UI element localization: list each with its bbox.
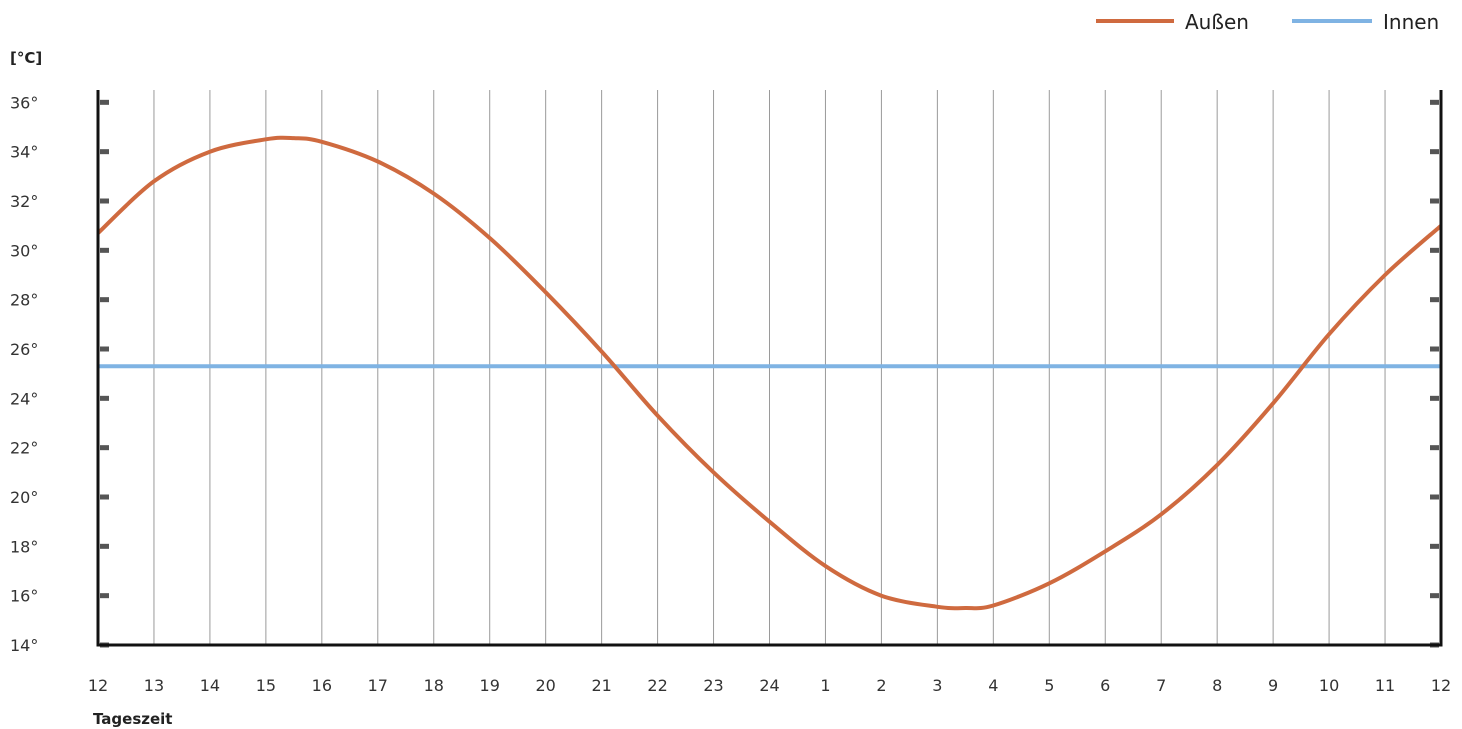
x-tick-labels: 12 13 14 15 16 17 18 19 20 21 22 23 24 1 2 3 4 5 6 7 8 9 10 11 1… <box>88 676 1451 695</box>
y-tick-mark-left <box>100 297 109 303</box>
y-axis-title: [°C] <box>10 49 42 67</box>
y-tick-mark-left <box>100 99 109 105</box>
x-tick-label: 2 <box>876 676 886 695</box>
x-tick-label: 18 <box>424 676 444 695</box>
left-tick-marks <box>100 99 109 648</box>
y-tick-label: 20° <box>10 488 38 507</box>
y-tick-label: 22° <box>10 439 38 458</box>
x-tick-label: 12 <box>1431 676 1451 695</box>
x-tick-label: 8 <box>1212 676 1222 695</box>
y-tick-mark-left <box>100 445 109 451</box>
x-tick-label: 23 <box>703 676 723 695</box>
right-tick-marks <box>1430 99 1439 648</box>
x-tick-label: 7 <box>1156 676 1166 695</box>
y-tick-mark-right <box>1430 99 1439 105</box>
series-layer <box>96 135 1443 611</box>
x-tick-label: 11 <box>1375 676 1395 695</box>
x-tick-label: 4 <box>988 676 998 695</box>
y-tick-mark-right <box>1430 494 1439 500</box>
x-tick-label: 22 <box>647 676 667 695</box>
y-tick-mark-right <box>1430 346 1439 352</box>
series-line-aussen <box>96 135 1443 611</box>
x-tick-label: 1 <box>820 676 830 695</box>
x-tick-label: 17 <box>368 676 388 695</box>
x-tick-label: 15 <box>256 676 276 695</box>
y-tick-mark-right <box>1430 593 1439 599</box>
y-tick-label: 28° <box>10 291 38 310</box>
y-tick-mark-right <box>1430 247 1439 253</box>
x-tick-label: 13 <box>144 676 164 695</box>
legend-label-aussen: Außen <box>1185 10 1249 34</box>
x-tick-label: 16 <box>312 676 332 695</box>
x-tick-label: 24 <box>759 676 779 695</box>
x-tick-label: 5 <box>1044 676 1054 695</box>
y-tick-label: 24° <box>10 389 38 408</box>
y-tick-label: 36° <box>10 93 38 112</box>
y-tick-mark-right <box>1430 445 1439 451</box>
x-tick-label: 10 <box>1319 676 1339 695</box>
y-tick-mark-right <box>1430 543 1439 549</box>
x-tick-label: 21 <box>591 676 611 695</box>
y-tick-label: 34° <box>10 143 38 162</box>
y-tick-mark-left <box>100 149 109 155</box>
y-tick-label: 18° <box>10 537 38 556</box>
y-tick-label: 16° <box>10 587 38 606</box>
y-tick-mark-left <box>100 198 109 204</box>
y-tick-mark-left <box>100 593 109 599</box>
x-axis-title: Tageszeit <box>93 710 172 728</box>
y-tick-labels: 14° 16° 18° 20° 22° 24° 26° 28° 30° 32° 34° 36° <box>10 93 38 655</box>
y-tick-mark-right <box>1430 198 1439 204</box>
x-tick-label: 6 <box>1100 676 1110 695</box>
y-tick-mark-right <box>1430 395 1439 401</box>
y-tick-label: 32° <box>10 192 38 211</box>
y-tick-label: 30° <box>10 241 38 260</box>
legend-label-innen: Innen <box>1383 10 1439 34</box>
x-tick-label: 19 <box>480 676 500 695</box>
y-tick-mark-left <box>100 543 109 549</box>
legend: Außen Innen <box>1096 10 1439 34</box>
y-tick-mark-left <box>100 494 109 500</box>
x-tick-label: 9 <box>1268 676 1278 695</box>
y-tick-mark-left <box>100 346 109 352</box>
y-tick-mark-left <box>100 395 109 401</box>
x-tick-label: 3 <box>932 676 942 695</box>
y-tick-label: 26° <box>10 340 38 359</box>
y-tick-mark-right <box>1430 149 1439 155</box>
x-tick-label: 14 <box>200 676 220 695</box>
y-tick-mark-left <box>100 247 109 253</box>
x-tick-label: 12 <box>88 676 108 695</box>
y-tick-mark-right <box>1430 297 1439 303</box>
x-tick-label: 20 <box>535 676 555 695</box>
y-tick-label: 14° <box>10 636 38 655</box>
